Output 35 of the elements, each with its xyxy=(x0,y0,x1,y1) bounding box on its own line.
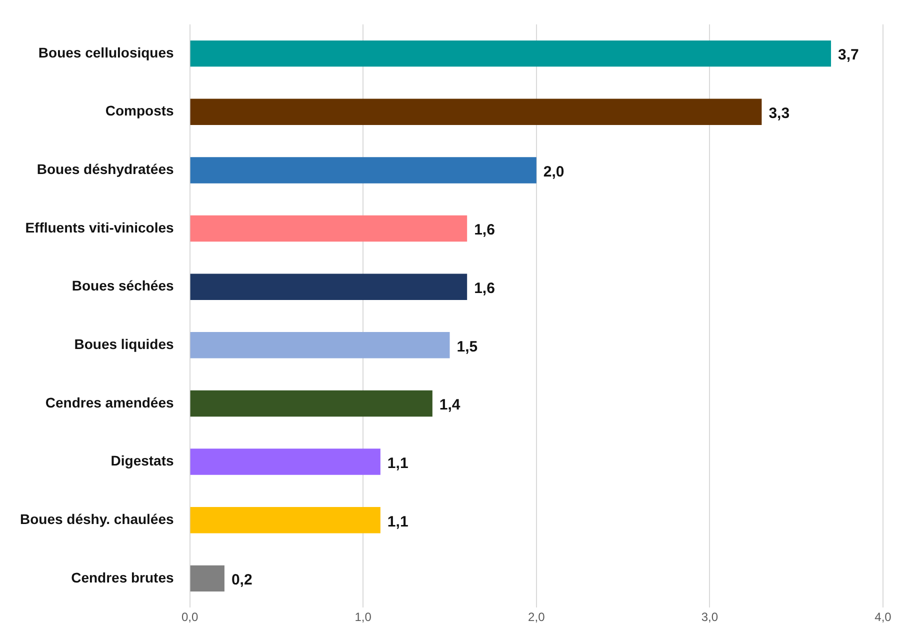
x-tick-label: 1,0 xyxy=(354,610,372,624)
bar xyxy=(190,40,832,67)
bar xyxy=(190,448,380,475)
y-tick-label: Boues cellulosiques xyxy=(38,44,174,60)
y-tick-label: Boues séchées xyxy=(72,278,174,294)
bar xyxy=(190,274,468,300)
data-label: 3,3 xyxy=(768,105,790,122)
y-tick-label: Boues liquides xyxy=(74,336,174,352)
data-label: 1,5 xyxy=(456,338,478,356)
bar xyxy=(190,157,536,184)
y-tick-label: Boues déshydratées xyxy=(36,161,174,178)
data-label: 1,1 xyxy=(387,513,408,530)
bar xyxy=(190,565,224,592)
bar xyxy=(190,98,762,125)
bar xyxy=(190,507,380,534)
x-tick-label: 0,0 xyxy=(181,610,198,624)
data-label: 1,6 xyxy=(474,222,495,239)
data-label: 1,1 xyxy=(387,454,408,472)
data-label: 1,4 xyxy=(439,396,461,414)
x-tick-label: 4,0 xyxy=(874,610,892,624)
x-tick-label: 3,0 xyxy=(701,610,718,624)
y-tick-label: Cendres amendées xyxy=(45,394,174,410)
data-label: 3,7 xyxy=(838,46,859,64)
y-tick-label: Digestats xyxy=(110,452,174,469)
x-tick-label: 2,0 xyxy=(528,610,546,624)
data-label: 2,0 xyxy=(543,163,564,180)
y-tick-label: Effluents viti-vinicoles xyxy=(25,219,174,236)
y-tick-label: Composts xyxy=(105,102,174,119)
y-tick-label: Cendres brutes xyxy=(71,569,174,586)
data-label: 1,6 xyxy=(474,280,495,297)
bar xyxy=(190,390,432,417)
bar xyxy=(190,215,468,242)
data-label: 0,2 xyxy=(231,572,252,589)
bar xyxy=(190,332,450,358)
y-tick-label: Boues déshy. chaulées xyxy=(20,510,174,527)
